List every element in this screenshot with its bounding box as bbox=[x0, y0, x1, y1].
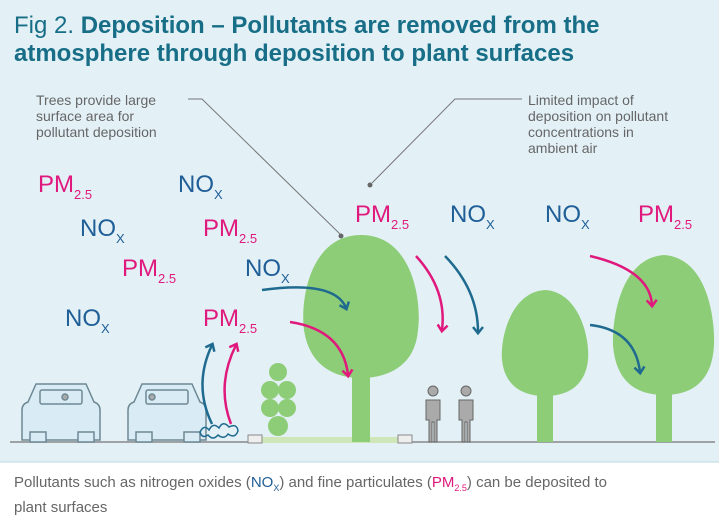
caption-pm-sub: 2.5 bbox=[454, 483, 467, 493]
pollutant-subscript: 2.5 bbox=[674, 217, 692, 232]
pollutant-subscript: 2.5 bbox=[158, 271, 176, 286]
annotation-line: Limited impact of bbox=[528, 92, 634, 108]
leader-dot bbox=[339, 234, 344, 239]
annotation-line: pollutant deposition bbox=[36, 124, 157, 140]
caption-text: Pollutants such as nitrogen oxides ( bbox=[14, 474, 251, 491]
pollutant-name: PM bbox=[638, 201, 674, 228]
leader-dot bbox=[368, 183, 373, 188]
title: Fig 2. Deposition – Pollutants are remov… bbox=[14, 12, 654, 68]
caption: Pollutants such as nitrogen oxides (NOX)… bbox=[14, 473, 624, 515]
pollutant-subscript: X bbox=[486, 217, 495, 232]
pollutant-name: PM bbox=[203, 305, 239, 332]
pollutant-name: NO bbox=[545, 201, 581, 228]
annotation-line: surface area for bbox=[36, 108, 134, 124]
pollutant-name: PM bbox=[122, 255, 158, 282]
annotation-line: Trees provide large bbox=[36, 92, 156, 108]
annotation-line: concentrations in bbox=[528, 124, 634, 140]
annotation-line: deposition on pollutant bbox=[528, 108, 668, 124]
figure-title: Deposition – Pollutants are removed from… bbox=[14, 12, 599, 67]
pollutant-name: PM bbox=[355, 201, 391, 228]
pollutant-subscript: X bbox=[101, 321, 110, 336]
pollutant-subscript: 2.5 bbox=[239, 231, 257, 246]
caption-nox: NO bbox=[251, 474, 274, 491]
page: Trees provide largesurface area forpollu… bbox=[0, 0, 719, 515]
pollutant-subscript: X bbox=[281, 271, 290, 286]
pollutant-name: PM bbox=[38, 171, 74, 198]
pollutant-subscript: 2.5 bbox=[239, 321, 257, 336]
pollutant-subscript: X bbox=[214, 187, 223, 202]
pollutant-subscript: 2.5 bbox=[74, 187, 92, 202]
caption-pm: PM bbox=[432, 474, 455, 491]
pollutant-subscript: 2.5 bbox=[391, 217, 409, 232]
pollutant-name: NO bbox=[178, 171, 214, 198]
kerb bbox=[398, 435, 412, 443]
pollutant-name: NO bbox=[450, 201, 486, 228]
kerb bbox=[248, 435, 262, 443]
pollutant-subscript: X bbox=[581, 217, 590, 232]
pollutant-name: NO bbox=[80, 215, 116, 242]
annotation-line: ambient air bbox=[528, 140, 598, 156]
figure-label: Fig 2. bbox=[14, 12, 74, 39]
caption-text: ) and fine particulates ( bbox=[279, 474, 432, 491]
pollutant-subscript: X bbox=[116, 231, 125, 246]
pollutant-name: NO bbox=[65, 305, 101, 332]
pollutant-name: PM bbox=[203, 215, 239, 242]
pollutant-name: NO bbox=[245, 255, 281, 282]
scene: Trees provide largesurface area forpollu… bbox=[0, 0, 719, 515]
verge bbox=[250, 437, 410, 443]
